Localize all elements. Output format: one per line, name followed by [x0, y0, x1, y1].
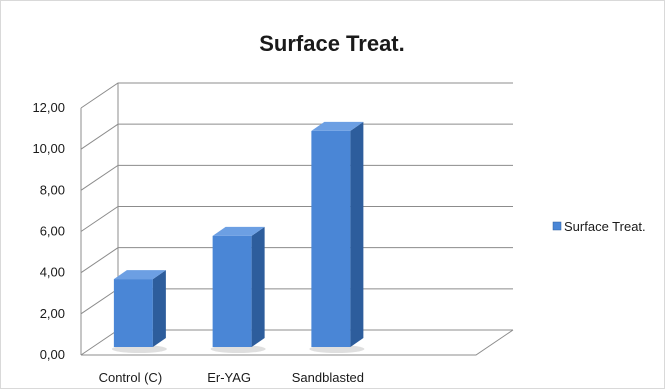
bar-side: [251, 226, 265, 347]
y-tick-label: 12,00: [32, 100, 65, 115]
chart-title: Surface Treat.: [259, 31, 405, 56]
x-axis-labels: Control (C) Er-YAG Sandblasted: [99, 370, 364, 385]
bar: [111, 270, 167, 353]
y-tick-label: 8,00: [40, 182, 65, 197]
x-tick-label: Sandblasted: [292, 370, 364, 385]
bar-side: [152, 270, 166, 347]
gridline: [80, 123, 513, 150]
bar-front: [212, 235, 252, 347]
x-tick-label: Control (C): [99, 370, 163, 385]
y-tick-label: 6,00: [40, 224, 65, 239]
bar: [210, 226, 266, 353]
legend-label: Surface Treat.: [564, 219, 646, 234]
y-tick-label: 0,00: [40, 347, 65, 362]
y-axis-ticks: 0,00 2,00 4,00 6,00 8,00 10,00 12,00: [32, 100, 65, 362]
bar: [309, 121, 365, 353]
y-tick-label: 4,00: [40, 265, 65, 280]
gridline: [80, 206, 513, 232]
bar-side: [350, 121, 364, 347]
y-tick-label: 2,00: [40, 306, 65, 321]
gridline: [80, 164, 513, 191]
bars: [111, 121, 365, 353]
bar-front: [113, 279, 153, 347]
gridline: [80, 247, 513, 274]
legend: Surface Treat.: [552, 219, 646, 234]
x-tick-label: Er-YAG: [207, 370, 251, 385]
gridlines: [80, 82, 514, 356]
bar-top: [212, 226, 265, 236]
bar-top: [311, 121, 364, 131]
bar-front: [311, 130, 351, 347]
gridline: [80, 82, 513, 109]
legend-swatch: [552, 221, 562, 231]
y-tick-label: 10,00: [32, 141, 65, 156]
bar-top: [113, 270, 166, 280]
floor-edge: [81, 329, 514, 356]
